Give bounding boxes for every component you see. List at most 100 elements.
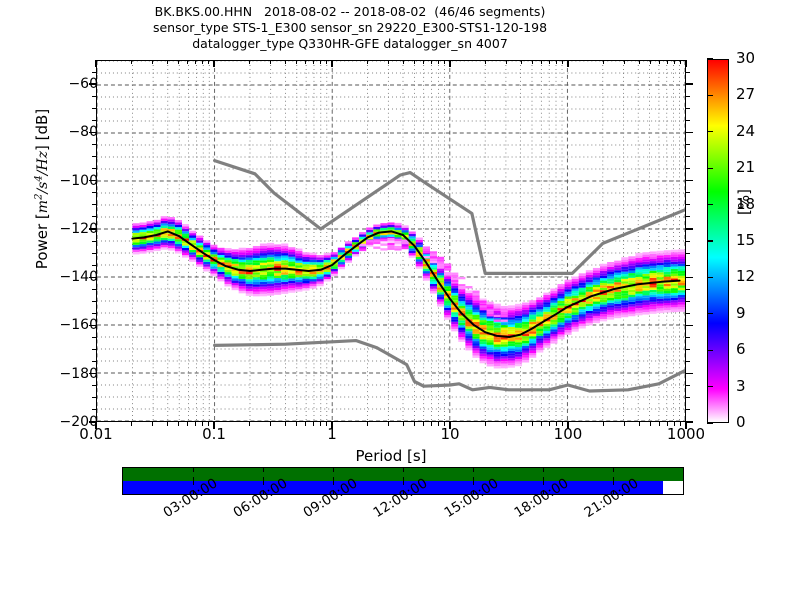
ppsd-cell <box>203 242 211 246</box>
ppsd-cell <box>571 281 579 284</box>
ppsd-cell <box>522 304 530 308</box>
ppsd-cell <box>245 271 253 275</box>
ppsd-cell <box>628 261 636 264</box>
ppsd-cell <box>564 284 572 287</box>
ppsd-cell <box>217 279 225 282</box>
ppsd-cell <box>592 270 600 273</box>
ppsd-cell <box>578 290 586 293</box>
ppsd-cell <box>288 261 296 264</box>
ppsd-cell <box>302 280 310 284</box>
ppsd-cell <box>564 322 572 326</box>
noise-model-nlnm <box>213 339 685 393</box>
ppsd-cell <box>550 336 558 339</box>
coverage-tick <box>192 481 194 485</box>
ppsd-cell <box>146 247 154 250</box>
ppsd-cell <box>259 291 268 294</box>
ppsd-cell <box>330 268 338 272</box>
ppsd-cell <box>500 346 508 350</box>
ppsd-cell <box>536 330 544 334</box>
y-tick-mark <box>89 131 96 134</box>
ppsd-cell-outlier <box>500 312 508 315</box>
x-tick-minor <box>284 60 286 64</box>
ppsd-cell <box>677 290 685 293</box>
ppsd-cell <box>507 350 515 354</box>
ppsd-cell <box>458 286 466 290</box>
x-tick-minor <box>438 422 440 426</box>
ppsd-cell <box>649 258 657 262</box>
ppsd-cell <box>153 236 161 240</box>
ppsd-cell <box>493 313 501 316</box>
ppsd-cell <box>429 264 438 268</box>
ppsd-cell <box>550 307 558 311</box>
ppsd-cell-outlier <box>444 268 452 271</box>
ppsd-cell <box>458 322 466 326</box>
ppsd-cell <box>302 264 310 267</box>
ppsd-cell <box>210 247 218 250</box>
ppsd-cell <box>252 277 260 280</box>
ppsd-cell <box>139 222 147 225</box>
ppsd-cell <box>663 255 671 258</box>
ppsd-cell <box>493 310 501 314</box>
ppsd-cell <box>599 316 608 319</box>
colorbar-tick-mark <box>707 385 713 388</box>
ppsd-cell <box>259 277 268 280</box>
x-tick-minor <box>305 60 307 64</box>
ppsd-cell <box>592 320 600 324</box>
ppsd-cell <box>465 328 473 332</box>
ppsd-cell <box>642 285 650 289</box>
x-tick-mark <box>213 60 215 67</box>
ppsd-cell <box>465 307 473 310</box>
ppsd-cell-outlier <box>479 300 487 303</box>
ppsd-cell <box>599 292 608 295</box>
ppsd-cell <box>557 303 565 306</box>
ppsd-cell <box>203 261 211 265</box>
ppsd-cell <box>507 317 515 320</box>
ppsd-cell <box>635 288 643 292</box>
ppsd-cell <box>486 318 494 321</box>
ppsd-cell <box>174 251 182 254</box>
colorbar-tick-label: 27 <box>736 85 756 104</box>
ppsd-cell <box>656 265 664 268</box>
ppsd-cell <box>479 324 487 328</box>
ppsd-cell <box>252 248 260 251</box>
ppsd-cell <box>670 285 678 289</box>
ppsd-cell <box>663 269 671 272</box>
ppsd-cell <box>677 271 685 274</box>
ppsd-cell <box>224 281 232 285</box>
ppsd-cell <box>401 227 409 231</box>
ppsd-cell <box>656 308 664 311</box>
ppsd-cell <box>479 312 487 316</box>
ppsd-cell <box>522 345 530 349</box>
ppsd-cell <box>557 322 565 325</box>
ppsd-cell <box>458 315 466 318</box>
ppsd-cell <box>592 279 600 283</box>
ppsd-cell <box>288 256 296 260</box>
ppsd-cell <box>635 308 643 311</box>
ppsd-cell <box>224 257 232 261</box>
ppsd-cell <box>550 288 558 291</box>
ppsd-cell <box>245 293 253 296</box>
ppsd-cell <box>663 281 671 284</box>
ppsd-cell <box>656 310 664 314</box>
coverage-tick <box>472 468 474 472</box>
ppsd-cell <box>189 240 197 243</box>
ppsd-cell <box>252 286 260 290</box>
ppsd-cell <box>543 345 551 348</box>
ppsd-cell <box>437 277 445 281</box>
ppsd-cell <box>167 221 175 225</box>
ppsd-cell <box>500 361 508 364</box>
ppsd-cell-outlier <box>401 239 409 242</box>
ppsd-cell <box>677 285 685 288</box>
ppsd-cell <box>592 306 600 309</box>
ppsd-cell <box>458 289 466 292</box>
ppsd-cell <box>252 255 260 258</box>
ppsd-cell <box>458 337 466 340</box>
ppsd-cell <box>628 268 636 271</box>
ppsd-cell <box>663 262 671 265</box>
ppsd-cell <box>267 290 275 294</box>
ppsd-cell <box>628 311 636 314</box>
ppsd-cell <box>479 336 487 340</box>
ppsd-cell <box>677 280 685 283</box>
ppsd-cell <box>642 268 650 272</box>
ppsd-cell <box>543 340 551 343</box>
